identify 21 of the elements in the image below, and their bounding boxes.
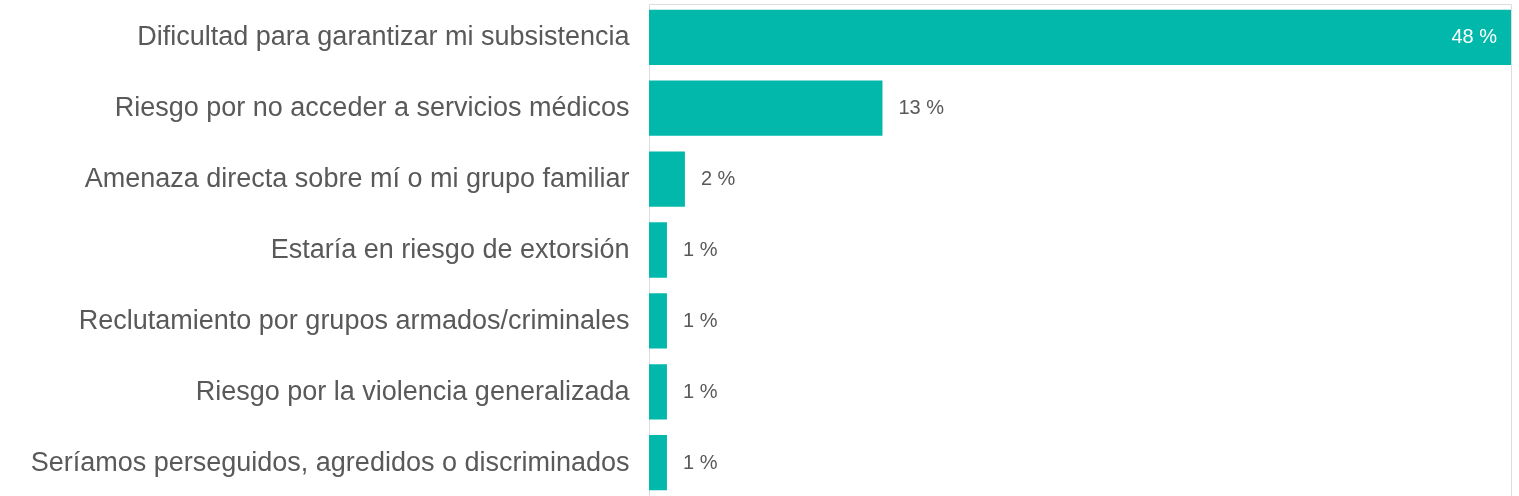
bar <box>649 151 685 207</box>
y-tick-label: Dificultad para garantizar mi subsistencia <box>137 21 631 52</box>
data-label: 1 % <box>682 308 718 331</box>
data-label: 1 % <box>682 450 718 473</box>
data-label: 48 % <box>1451 25 1498 48</box>
data-label: 2 % <box>700 167 736 190</box>
bar <box>649 364 667 420</box>
bar <box>649 293 667 349</box>
y-tick-label: Riesgo por no acceder a servicios médicos <box>114 92 630 123</box>
data-label: 1 % <box>682 238 718 260</box>
y-tick-label: Riesgo por la violencia generalizada <box>195 375 631 406</box>
data-label: 13 % <box>898 96 945 119</box>
y-tick-label: Estaría en riesgo de extorsión <box>270 234 630 264</box>
bar <box>649 435 667 491</box>
y-tick-label: Reclutamiento por grupos armados/criminales <box>78 304 630 335</box>
y-tick-label: Seríamos perseguidos, agredidos o discriminados <box>30 446 630 477</box>
y-tick-label: Amenaza directa sobre mí o mi grupo familiar <box>84 163 630 194</box>
bar <box>649 80 883 136</box>
bar <box>649 222 667 278</box>
bar <box>649 9 1511 65</box>
data-label: 1 % <box>682 379 718 402</box>
